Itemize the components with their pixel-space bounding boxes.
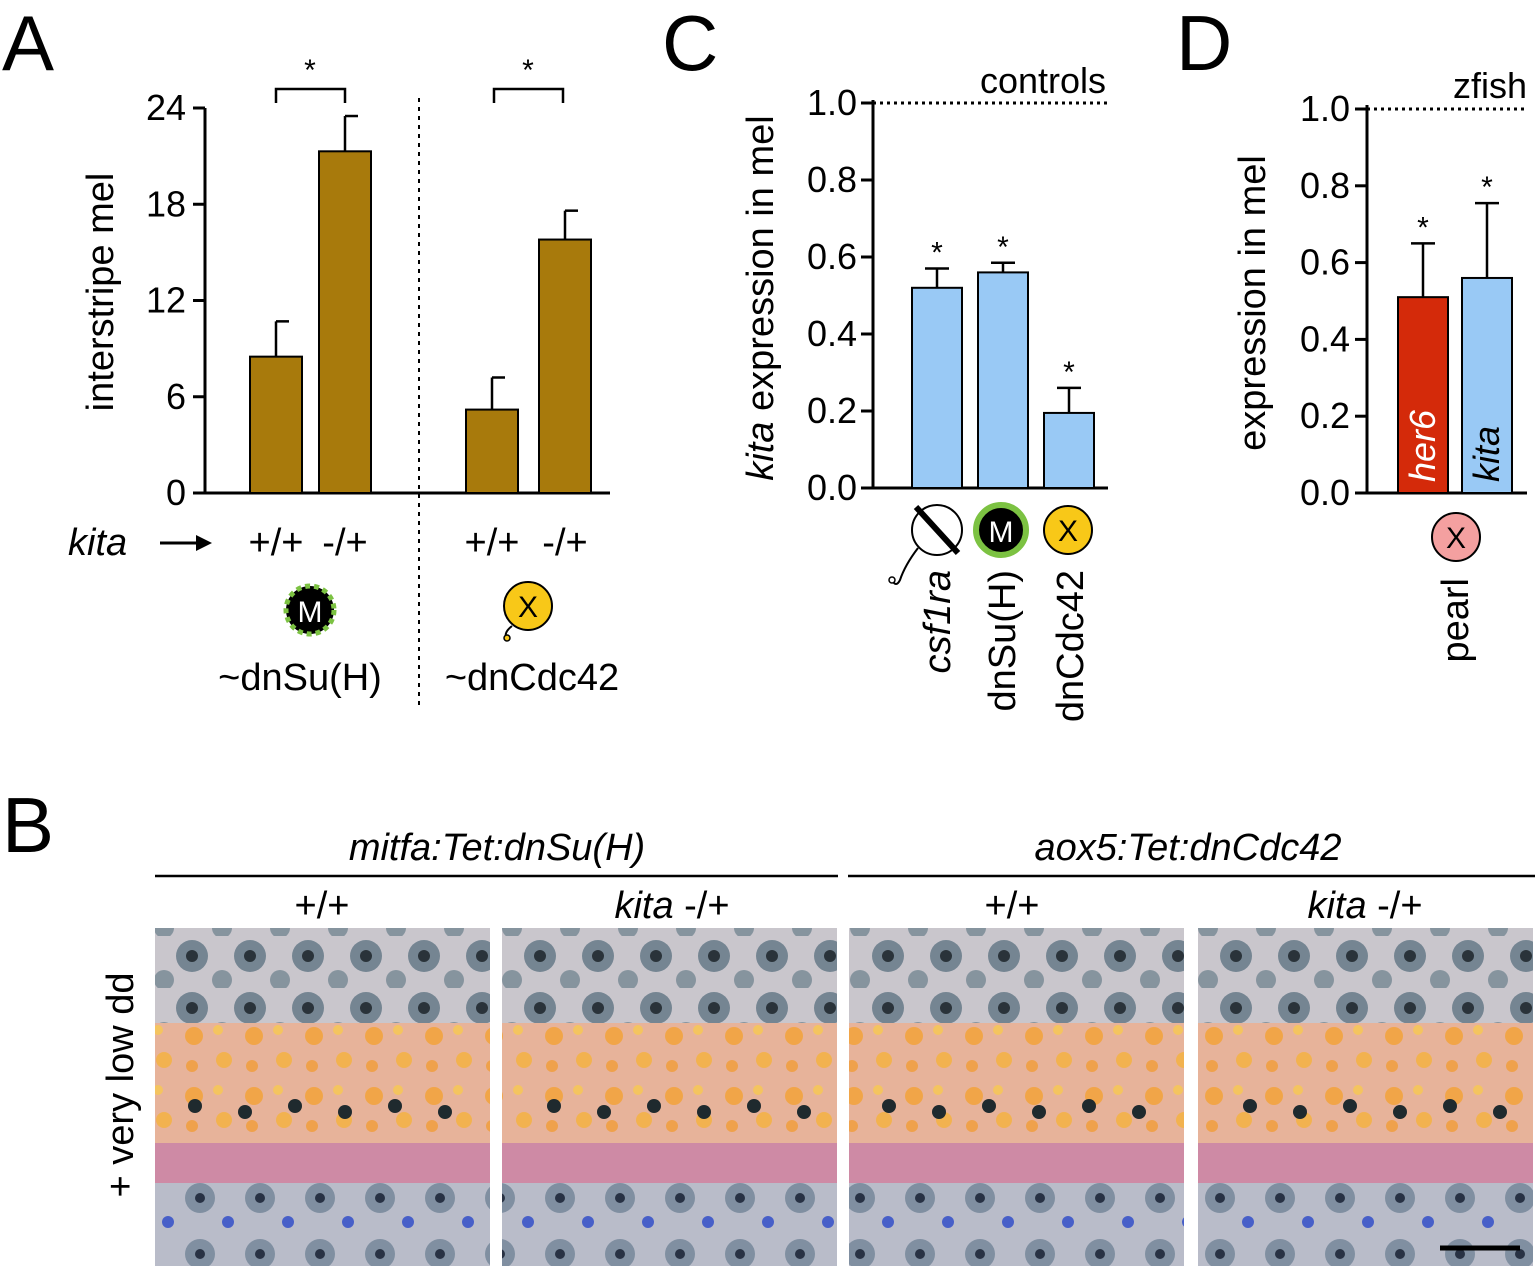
panel-label-c: C bbox=[662, 0, 718, 87]
panel-a-star-2: * bbox=[522, 54, 534, 87]
panel-a-bracket-1 bbox=[274, 87, 347, 103]
panel-label-a: A bbox=[2, 0, 54, 87]
panel-a-bar bbox=[249, 355, 303, 495]
panel-c-star: * bbox=[931, 237, 943, 270]
panel-c-bar bbox=[1043, 411, 1095, 489]
panel-a-chart: interstripe mel 0 6 12 18 24 * * kita +/+ -/… bbox=[68, 54, 619, 708]
panel-d-ytick-label: 1.0 bbox=[1300, 88, 1350, 129]
panel-a-ylabel: interstripe mel bbox=[80, 173, 122, 412]
panel-a-ytick-label: 0 bbox=[166, 472, 186, 513]
panel-d-ytick-label: 0.6 bbox=[1300, 242, 1350, 283]
panel-a-xtick-1: +/+ bbox=[249, 522, 304, 564]
panel-a-star-1: * bbox=[304, 54, 316, 87]
panel-c-bar bbox=[911, 286, 963, 489]
skin-image bbox=[1198, 928, 1533, 1266]
panel-c-ytick-label: 0.8 bbox=[807, 159, 857, 200]
panel-d-ytick-label: 0.0 bbox=[1300, 472, 1350, 513]
panel-a-ytick-label: 6 bbox=[166, 376, 186, 417]
panel-d-star: * bbox=[1417, 211, 1429, 244]
panel-d-bar bbox=[1461, 276, 1513, 494]
panel-c-ytick-label: 0.2 bbox=[807, 390, 857, 431]
panel-c-xtick-2: dnSu(H) bbox=[982, 570, 1024, 712]
panel-c-ytick-label: 0.4 bbox=[807, 313, 857, 354]
skin-image bbox=[849, 928, 1184, 1266]
panel-a-xtick-4: -/+ bbox=[542, 522, 587, 564]
panel-c-ytick-label: 0.0 bbox=[807, 467, 857, 508]
xanthophore-x-icon: X bbox=[1043, 505, 1093, 555]
melanophore-m-icon: M bbox=[973, 502, 1029, 558]
panel-c-star: * bbox=[1063, 356, 1075, 389]
melanophore-m-icon: M bbox=[283, 583, 337, 637]
panel-d-reference-label: zfish bbox=[1453, 65, 1527, 106]
panel-a-ytick-label: 24 bbox=[146, 87, 186, 128]
panel-a-group-1: ~dnSu(H) bbox=[218, 657, 382, 699]
svg-text:X: X bbox=[518, 591, 538, 624]
panel-a-ytick-label: 12 bbox=[146, 280, 186, 321]
panel-b-col-4: kita -/+ bbox=[1307, 885, 1422, 927]
panel-b-row-label: + very low dd bbox=[100, 973, 142, 1198]
panel-a-bar bbox=[538, 238, 592, 494]
panel-a-group-2: ~dnCdc42 bbox=[445, 657, 619, 699]
panel-c-chart: kita expression in mel controls 0.0 0.2 0.… bbox=[740, 60, 1108, 722]
panel-d-ytick-label: 0.2 bbox=[1300, 395, 1350, 436]
macrophage-crossed-icon bbox=[888, 504, 963, 585]
panel-d-ylabel: expression in mel bbox=[1232, 155, 1274, 451]
panel-label-d: D bbox=[1176, 0, 1232, 87]
panel-b-header-2: aox5:Tet:dnCdc42 bbox=[1034, 827, 1341, 869]
panel-d-star: * bbox=[1481, 171, 1493, 204]
svg-text:M: M bbox=[989, 516, 1014, 549]
panel-d-ytick-label: 0.4 bbox=[1300, 318, 1350, 359]
panel-c-star: * bbox=[997, 231, 1009, 264]
panel-c-xtick-3: dnCdc42 bbox=[1050, 570, 1092, 722]
panel-c-ytick-label: 1.0 bbox=[807, 82, 857, 123]
panel-c-ylabel: kita expression in mel bbox=[740, 115, 782, 480]
panel-label-b: B bbox=[2, 781, 54, 869]
svg-text:X: X bbox=[1446, 522, 1466, 555]
panel-d-series-label: her6 bbox=[1402, 409, 1443, 482]
panel-b-header-1: mitfa:Tet:dnSu(H) bbox=[349, 827, 645, 869]
panel-d-series-label: kita bbox=[1466, 426, 1507, 482]
panel-d-bar bbox=[1397, 296, 1449, 494]
panel-c-xtick-1: csf1ra bbox=[917, 570, 959, 673]
panel-a-row-label: kita bbox=[68, 522, 127, 564]
panel-c-bar bbox=[977, 271, 1029, 489]
panel-a-xtick-2: -/+ bbox=[322, 522, 367, 564]
panel-d-group-label: pearl bbox=[1435, 578, 1477, 663]
panel-a-bracket-2 bbox=[492, 87, 565, 103]
skin-image bbox=[155, 928, 490, 1266]
panel-a-xtick-3: +/+ bbox=[465, 522, 520, 564]
panel-b-col-2: kita -/+ bbox=[614, 885, 729, 927]
panel-d-chart: expression in mel zfish 0.0 0.2 0.4 0.6 0.8 1… bbox=[1232, 65, 1527, 663]
panel-a-ytick-label: 18 bbox=[146, 183, 186, 224]
skin-image bbox=[502, 928, 837, 1266]
panel-a-bar bbox=[318, 150, 372, 494]
panel-b-col-3: +/+ bbox=[985, 885, 1040, 927]
panel-c-ytick-label: 0.6 bbox=[807, 236, 857, 277]
svg-text:M: M bbox=[298, 596, 323, 629]
panel-d-ytick-label: 0.8 bbox=[1300, 165, 1350, 206]
arrow-head-icon bbox=[196, 535, 212, 551]
svg-text:X: X bbox=[1058, 515, 1078, 548]
panel-b-col-1: +/+ bbox=[295, 885, 350, 927]
panel-b-images: mitfa:Tet:dnSu(H) aox5:Tet:dnCdc42 +/+ k… bbox=[100, 827, 1535, 1266]
xanthophore-x-icon: X bbox=[503, 581, 553, 642]
panel-a-bar bbox=[465, 408, 519, 495]
xanthophore-x-icon: X bbox=[1431, 512, 1481, 562]
panel-c-reference-label: controls bbox=[980, 60, 1106, 101]
